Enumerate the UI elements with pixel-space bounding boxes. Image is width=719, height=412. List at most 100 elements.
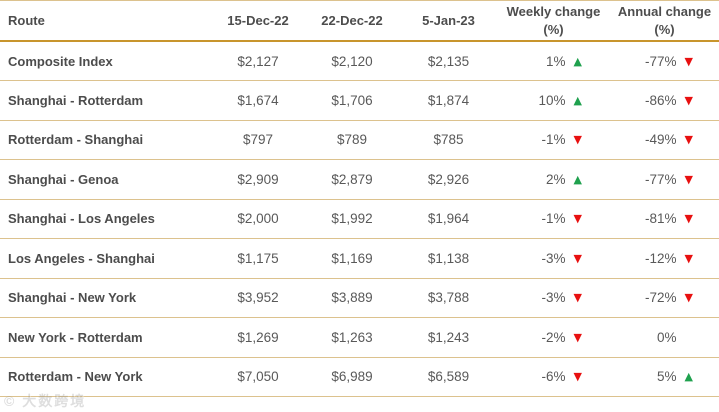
rate-cell: $1,874 (427, 92, 470, 108)
change-cell: 10% ▲ (497, 81, 610, 121)
change-value: 5% (656, 369, 677, 385)
rate-cell: $1,169 (331, 250, 373, 266)
change-cell: -81% ▼ (610, 199, 719, 239)
change-value: -72% (644, 290, 677, 306)
change-cell: 5% ▲ (610, 357, 719, 397)
trend-up-icon: ▲ (684, 370, 693, 384)
change-value: -12% (644, 250, 677, 266)
table-row: Shanghai - Los Angeles $2,000 $1,992 $1,… (0, 199, 719, 239)
change-value: 0% (656, 329, 677, 345)
change-cell: 0% (610, 318, 719, 358)
header-row: Route 15-Dec-22 22-Dec-22 5-Jan-23 Weekl… (0, 0, 719, 43)
rate-cell: $1,706 (331, 92, 373, 108)
rate-cell: $2,000 (237, 211, 279, 227)
trend-down-icon: ▼ (573, 370, 582, 384)
route-cell: New York - Rotterdam (8, 329, 143, 345)
change-cell: -12% ▼ (610, 239, 719, 279)
change-cell: -6% ▼ (497, 357, 610, 397)
column-header-date-3: 5-Jan-23 (400, 0, 497, 43)
rate-cell: $1,674 (237, 92, 279, 108)
rate-cell: $3,952 (237, 290, 279, 306)
change-cell: -77% ▼ (610, 41, 719, 81)
rate-cell: $1,269 (237, 329, 279, 345)
change-cell: -86% ▼ (610, 81, 719, 121)
rate-cell: $3,889 (331, 290, 373, 306)
rate-cell: $1,964 (427, 211, 470, 227)
route-cell: Rotterdam - Shanghai (8, 132, 144, 148)
route-cell: Los Angeles - Shanghai (8, 250, 155, 266)
trend-up-icon: ▲ (573, 54, 582, 68)
rate-cell: $7,050 (237, 369, 279, 385)
change-value: -81% (644, 211, 677, 227)
rate-cell: $3,788 (427, 290, 470, 306)
route-cell: Shanghai - Los Angeles (8, 211, 155, 227)
trend-down-icon: ▼ (684, 133, 693, 147)
rate-cell: $6,589 (427, 369, 470, 385)
trend-down-icon: ▼ (684, 54, 693, 68)
rate-cell: $1,992 (331, 211, 373, 227)
change-cell: -49% ▼ (610, 120, 719, 160)
change-value: -1% (541, 211, 566, 227)
table-row: Shanghai - Genoa $2,909 $2,879 $2,926 2%… (0, 160, 719, 200)
rate-cell: $1,243 (427, 329, 470, 345)
column-header-date-1: 15-Dec-22 (212, 0, 304, 43)
rate-cell: $785 (433, 132, 464, 148)
change-value: 10% (538, 92, 566, 108)
table-row: Rotterdam - New York $7,050 $6,989 $6,58… (0, 357, 719, 397)
table-header: Route 15-Dec-22 22-Dec-22 5-Jan-23 Weekl… (0, 0, 719, 43)
change-value: 1% (545, 53, 566, 69)
trend-down-icon: ▼ (684, 291, 693, 305)
route-cell: Rotterdam - New York (8, 369, 143, 385)
trend-down-icon: ▼ (684, 212, 693, 226)
trend-down-icon: ▼ (684, 251, 693, 265)
table-body: Composite Index $2,127 $2,120 $2,135 1% … (0, 41, 719, 397)
change-value: -77% (644, 53, 677, 69)
route-cell: Shanghai - Genoa (8, 171, 119, 187)
change-cell: 2% ▲ (497, 160, 610, 200)
change-cell: -2% ▼ (497, 318, 610, 358)
rate-cell: $2,120 (331, 53, 373, 69)
rate-cell: $6,989 (331, 369, 373, 385)
rate-cell: $2,135 (427, 53, 470, 69)
change-cell: -77% ▼ (610, 160, 719, 200)
table-row: New York - Rotterdam $1,269 $1,263 $1,24… (0, 318, 719, 358)
rate-cell: $1,263 (331, 329, 373, 345)
change-value: -77% (644, 171, 677, 187)
rate-cell: $1,138 (427, 250, 470, 266)
rate-cell: $2,926 (427, 171, 470, 187)
rate-cell: $2,879 (331, 171, 373, 187)
change-cell: -1% ▼ (497, 120, 610, 160)
trend-down-icon: ▼ (573, 212, 582, 226)
change-cell: -3% ▼ (497, 239, 610, 279)
route-cell: Composite Index (8, 53, 113, 69)
trend-up-icon: ▲ (573, 172, 582, 186)
trend-down-icon: ▼ (573, 251, 582, 265)
table-row: Rotterdam - Shanghai $797 $789 $785 -1% … (0, 120, 719, 160)
column-header-annual-change: Annual change (%) (610, 0, 719, 43)
rate-cell: $2,909 (237, 171, 279, 187)
column-header-date-2: 22-Dec-22 (304, 0, 400, 43)
change-cell: -72% ▼ (610, 278, 719, 318)
column-header-weekly-change: Weekly change (%) (497, 0, 610, 43)
trend-down-icon: ▼ (573, 133, 582, 147)
trend-down-icon: ▼ (573, 291, 582, 305)
rate-cell: $789 (336, 132, 368, 148)
route-cell: Shanghai - Rotterdam (8, 92, 144, 108)
change-value: -2% (541, 329, 566, 345)
change-value: -86% (644, 92, 677, 108)
column-header-route: Route (0, 0, 212, 43)
change-value: -3% (541, 250, 566, 266)
change-cell: 1% ▲ (497, 41, 610, 81)
change-value: -6% (541, 369, 566, 385)
change-value: -1% (541, 132, 566, 148)
rate-cell: $797 (242, 132, 274, 148)
change-value: 2% (545, 171, 566, 187)
change-cell: -3% ▼ (497, 278, 610, 318)
table-row: Shanghai - New York $3,952 $3,889 $3,788… (0, 278, 719, 318)
table-row: Shanghai - Rotterdam $1,674 $1,706 $1,87… (0, 81, 719, 121)
route-cell: Shanghai - New York (8, 290, 137, 306)
table-row: Composite Index $2,127 $2,120 $2,135 1% … (0, 41, 719, 81)
change-value: -3% (541, 290, 566, 306)
rate-cell: $2,127 (237, 53, 279, 69)
